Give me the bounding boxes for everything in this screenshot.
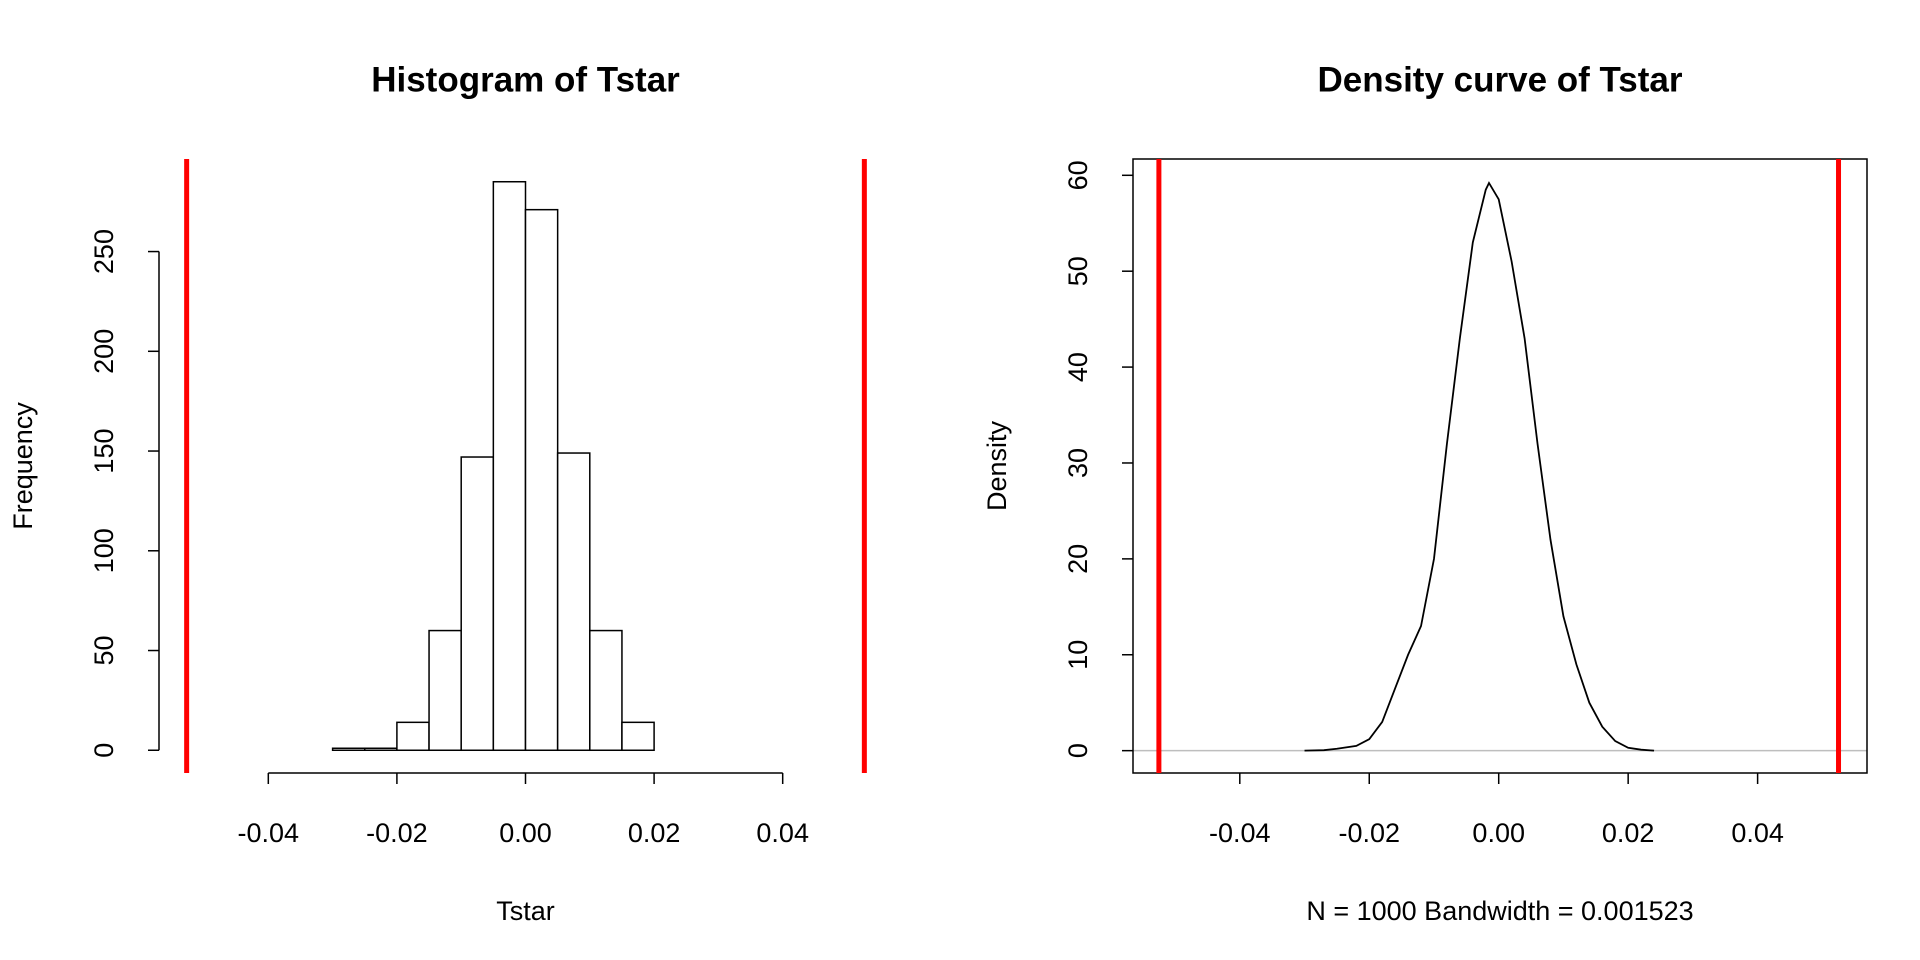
- y-tick-label: 50: [89, 635, 119, 665]
- y-tick-label: 50: [1063, 256, 1093, 286]
- bar: [428, 629, 462, 752]
- y-tick-label: 0: [89, 743, 119, 758]
- x-tick-label: -0.02: [1338, 818, 1400, 848]
- density-curve: [1304, 181, 1655, 752]
- y-axis-label: Density: [982, 420, 1012, 511]
- y-tick-label: 150: [89, 429, 119, 474]
- y-tick-label: 200: [89, 329, 119, 374]
- y-tick-label: 0: [1063, 743, 1093, 758]
- x-tick-label: -0.04: [238, 818, 300, 848]
- bar: [331, 747, 366, 752]
- y-tick-label: 250: [89, 229, 119, 274]
- bar: [556, 452, 591, 752]
- x-tick-label: -0.02: [366, 818, 428, 848]
- x-tick-label: 0.00: [1472, 818, 1525, 848]
- x-tick-label: -0.04: [1209, 818, 1271, 848]
- bar: [524, 208, 559, 752]
- y-tick-label: 100: [89, 528, 119, 573]
- x-axis-label: N = 1000 Bandwidth = 0.001523: [1306, 896, 1693, 926]
- bar: [396, 721, 430, 752]
- bar: [589, 629, 623, 752]
- x-axis-label: Tstar: [496, 896, 555, 926]
- chart-title: Histogram of Tstar: [371, 60, 680, 99]
- x-tick-label: 0.00: [499, 818, 552, 848]
- plot-box: [1132, 158, 1868, 774]
- y-tick-label: 10: [1063, 640, 1093, 670]
- x-tick-label: 0.04: [1731, 818, 1784, 848]
- bar: [621, 721, 655, 752]
- y-tick-label: 40: [1063, 352, 1093, 382]
- y-tick-label: 60: [1063, 160, 1093, 190]
- y-axis-label: Frequency: [8, 402, 38, 530]
- bar: [364, 747, 398, 752]
- y-tick-label: 20: [1063, 544, 1093, 574]
- y-tick-label: 30: [1063, 448, 1093, 478]
- bar: [492, 180, 527, 752]
- x-tick-label: 0.04: [756, 818, 809, 848]
- x-tick-label: 0.02: [628, 818, 681, 848]
- x-tick-label: 0.02: [1602, 818, 1655, 848]
- chart-title: Density curve of Tstar: [1317, 60, 1682, 99]
- bar: [460, 456, 495, 752]
